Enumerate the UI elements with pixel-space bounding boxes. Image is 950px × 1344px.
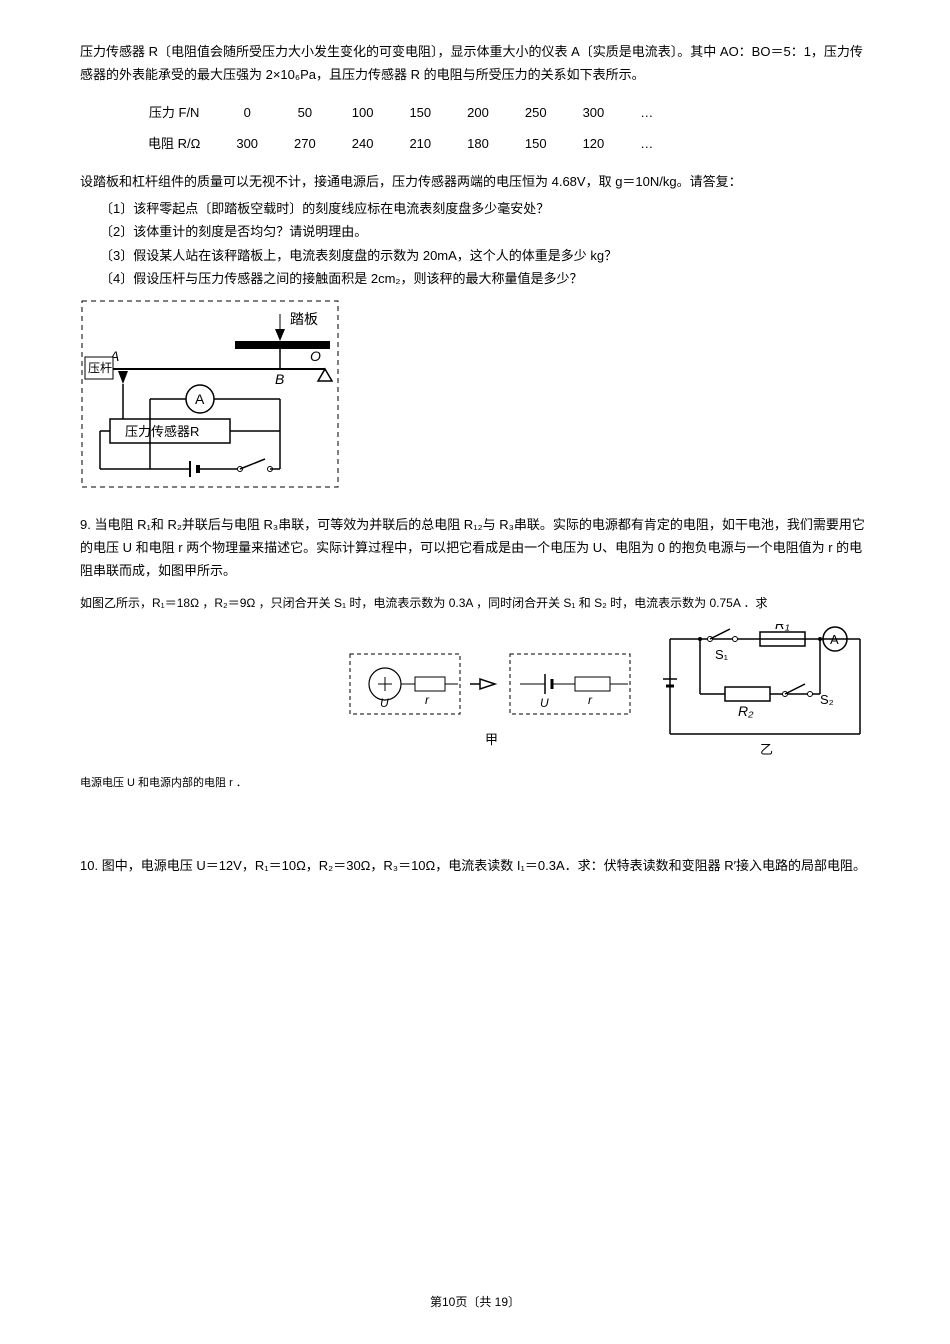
cell: 250: [507, 97, 565, 128]
intro-paragraph: 压力传感器 R〔电阻值会随所受压力大小发生变化的可变电阻〕，显示体重大小的仪表 …: [80, 40, 870, 87]
q10-number: 10.: [80, 858, 98, 873]
cell: 200: [449, 97, 507, 128]
q9-circuits: U r U r 甲: [80, 624, 870, 764]
q9-number: 9.: [80, 517, 91, 532]
question-9: 9. 当电阻 R₁和 R₂并联后与电阻 R₃串联，可等效为并联后的总电阻 R₁₂…: [80, 513, 870, 795]
q9-body: 当电阻 R₁和 R₂并联后与电阻 R₃串联，可等效为并联后的总电阻 R₁₂与 R…: [80, 517, 865, 579]
cell: 150: [391, 97, 449, 128]
sub-question-2: 〔2〕该体重计的刻度是否均匀？请说明理由。: [100, 220, 870, 243]
page-footer: 第10页〔共 19〕: [0, 1292, 950, 1314]
svg-text:S₂: S₂: [820, 692, 834, 707]
row1-label: 压力 F/N: [130, 97, 218, 128]
cell: 50: [276, 97, 334, 128]
cell: 270: [276, 128, 334, 159]
scale-svg: 踏板 O A B 压杆 A 压力传感器R: [80, 299, 340, 489]
cell: 180: [449, 128, 507, 159]
B-label: B: [275, 371, 284, 387]
ammeter-label: A: [195, 391, 205, 407]
sub-question-3: 〔3〕假设某人站在该秤踏板上，电流表刻度盘的示数为 20mA，这个人的体重是多少…: [100, 244, 870, 267]
jia-label: 甲: [485, 732, 498, 747]
sub-question-1: 〔1〕该秤零起点〔即踏板空载时〕的刻度线应标在电流表刻度盘多少毫安处？: [100, 197, 870, 220]
scale-diagram: 踏板 O A B 压杆 A 压力传感器R: [80, 299, 870, 489]
svg-text:r: r: [588, 693, 593, 707]
cell: 300: [218, 128, 276, 159]
q10-body: 图中，电源电压 U＝12V，R₁＝10Ω，R₂＝30Ω，R₃＝10Ω，电流表读数…: [102, 858, 866, 873]
table-row: 电阻 R/Ω 300 270 240 210 180 150 120 …: [130, 128, 671, 159]
O-label: O: [310, 348, 321, 364]
svg-text:U: U: [540, 696, 549, 710]
cell: 0: [218, 97, 276, 128]
context-line: 设踏板和杠杆组件的质量可以无视不计，接通电源后，压力传感器两端的电压恒为 4.6…: [80, 170, 870, 193]
svg-text:r: r: [425, 693, 430, 707]
yagan-label: 压杆: [88, 361, 112, 375]
svg-text:R₁: R₁: [775, 624, 790, 632]
sub-question-4: 〔4〕假设压杆与压力传感器之间的接触面积是 2cm₂，则该秤的最大称量值是多少？: [100, 267, 870, 290]
cell: 300: [565, 97, 623, 128]
taban-label: 踏板: [290, 311, 318, 327]
svg-text:S₁: S₁: [715, 647, 729, 662]
row2-label: 电阻 R/Ω: [130, 128, 218, 159]
cell: 240: [334, 128, 392, 159]
cell: 120: [565, 128, 623, 159]
sensor-label: 压力传感器R: [125, 424, 199, 439]
q9-bottom-label: 电源电压 U 和电源内部的电阻 r ．: [80, 774, 870, 794]
pressure-resistance-table: 压力 F/N 0 50 100 150 200 250 300 … 电阻 R/Ω…: [130, 97, 671, 160]
svg-text:R₂: R₂: [738, 703, 754, 719]
cell: 150: [507, 128, 565, 159]
circuit-jia: U r U r 甲: [340, 639, 640, 749]
yi-label: 乙: [760, 742, 773, 757]
svg-text:A: A: [830, 632, 839, 647]
cell: …: [622, 128, 671, 159]
table-row: 压力 F/N 0 50 100 150 200 250 300 …: [130, 97, 671, 128]
svg-text:U: U: [380, 696, 389, 710]
data-table-wrapper: 压力 F/N 0 50 100 150 200 250 300 … 电阻 R/Ω…: [130, 97, 870, 160]
question-10: 10. 图中，电源电压 U＝12V，R₁＝10Ω，R₂＝30Ω，R₃＝10Ω，电…: [80, 854, 870, 877]
cell: 100: [334, 97, 392, 128]
circuit-yi: S₁ R₁ A R₂: [660, 624, 870, 764]
q9-sub: 如图乙所示，R₁＝18Ω ，R₂＝9Ω ，只闭合开关 S₁ 时，电流表示数为 0…: [80, 593, 870, 615]
cell: …: [622, 97, 671, 128]
cell: 210: [391, 128, 449, 159]
